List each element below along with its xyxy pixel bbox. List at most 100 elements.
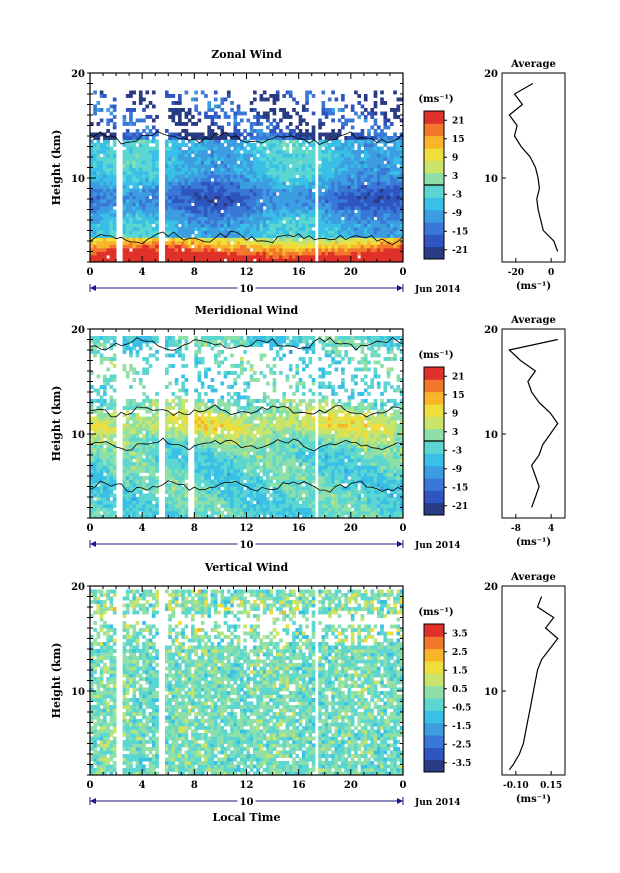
heatmap-cell <box>129 507 133 512</box>
heatmap-cell <box>125 237 130 242</box>
average-title: Average <box>510 59 556 70</box>
heatmap-cell <box>194 416 198 421</box>
heatmap-cell <box>386 230 391 235</box>
heatmap-cell <box>132 437 137 442</box>
heatmap-cell <box>138 476 143 480</box>
heatmap-cell <box>367 216 371 221</box>
heatmap-cell <box>174 486 179 491</box>
heatmap-cell <box>249 122 254 126</box>
heatmap-cell <box>125 209 130 214</box>
heatmap-cell <box>383 157 388 161</box>
heatmap-cell <box>249 220 254 224</box>
heatmap-cell <box>178 164 182 168</box>
heatmap-cell <box>386 251 391 256</box>
heatmap-cell <box>376 223 381 228</box>
heatmap-cell <box>350 104 355 109</box>
heatmap-cell <box>164 202 169 207</box>
heatmap-cell <box>233 111 238 116</box>
heatmap-cell <box>194 336 198 340</box>
heatmap-cell <box>200 241 205 245</box>
heatmap-cell <box>109 251 114 256</box>
heatmap-cell <box>194 97 198 102</box>
heatmap-cell <box>204 111 208 116</box>
heatmap-cell <box>275 160 280 165</box>
heatmap-cell <box>279 164 283 168</box>
heatmap-cell <box>282 213 287 217</box>
heatmap-cell <box>90 507 94 512</box>
heatmap-cell <box>311 192 316 196</box>
heatmap-cell <box>360 111 365 116</box>
heatmap-cell <box>129 413 133 417</box>
heatmap-cell <box>259 153 264 158</box>
heatmap-cell <box>311 241 316 245</box>
heatmap-cell <box>109 395 114 400</box>
heatmap-cell <box>164 178 169 182</box>
heatmap-cell <box>132 202 137 207</box>
heatmap-cell <box>106 406 110 410</box>
heatmap-cell <box>308 230 313 235</box>
heatmap-cell <box>217 206 221 210</box>
heatmap-cell <box>109 160 114 165</box>
heatmap-cell <box>279 230 283 235</box>
heatmap-cell <box>138 171 143 175</box>
heatmap-cell <box>305 195 309 200</box>
heatmap-cell <box>112 157 117 161</box>
heatmap-cell <box>129 108 133 112</box>
heatmap-cell <box>292 223 296 228</box>
heatmap-cell <box>334 178 339 182</box>
heatmap-cell <box>96 101 101 105</box>
heatmap-cell <box>389 195 394 200</box>
heatmap-cell <box>96 206 101 210</box>
heatmap-cell <box>145 251 150 256</box>
heatmap-cell <box>341 164 345 168</box>
heatmap-cell <box>376 216 381 221</box>
heatmap-cell <box>233 188 238 193</box>
heatmap-cell <box>334 241 339 245</box>
heatmap-cell <box>226 192 231 196</box>
heatmap-cell <box>132 171 137 175</box>
heatmap-cell <box>223 241 228 245</box>
heatmap-cell <box>334 216 339 221</box>
heatmap-cell <box>285 251 290 256</box>
heatmap-cell <box>148 444 153 449</box>
heatmap-cell <box>370 139 375 144</box>
heatmap-cell <box>308 227 313 231</box>
heatmap-cell <box>181 497 185 501</box>
heatmap-cell <box>266 199 270 203</box>
heatmap-cell <box>213 472 218 477</box>
heatmap-cell <box>99 462 104 466</box>
heatmap-cell <box>357 178 362 182</box>
heatmap-cell <box>96 139 101 144</box>
heatmap-cell <box>383 101 388 105</box>
heatmap-cell <box>324 167 329 172</box>
heatmap-cell <box>99 476 104 480</box>
heatmap-cell <box>334 188 339 193</box>
heatmap-cell <box>135 353 140 358</box>
heatmap-cell <box>341 150 345 154</box>
heatmap-cell <box>178 230 182 235</box>
heatmap-cell <box>135 244 140 249</box>
heatmap-cell <box>168 192 172 196</box>
heatmap-cell <box>132 136 137 140</box>
heatmap-cell <box>145 465 150 470</box>
heatmap-cell <box>106 451 110 456</box>
heatmap-cell <box>383 122 388 126</box>
heatmap-cell <box>220 255 225 259</box>
heatmap-cell <box>184 122 189 126</box>
heatmap-cell <box>376 132 381 137</box>
heatmap-cell <box>96 178 101 182</box>
heatmap-cell <box>223 220 228 224</box>
heatmap-cell <box>243 255 247 259</box>
heatmap-cell <box>246 185 251 189</box>
heatmap-cell <box>324 136 329 140</box>
heatmap-cell <box>135 434 140 438</box>
heatmap-cell <box>259 192 264 196</box>
heatmap-cell <box>301 164 306 168</box>
heatmap-cell <box>200 469 205 473</box>
heatmap-cell <box>135 199 140 203</box>
heatmap-cell <box>151 209 156 214</box>
heatmap-cell <box>249 146 254 151</box>
heatmap-cell <box>386 181 391 186</box>
heatmap-cell <box>210 462 215 466</box>
heatmap-cell <box>181 220 185 224</box>
